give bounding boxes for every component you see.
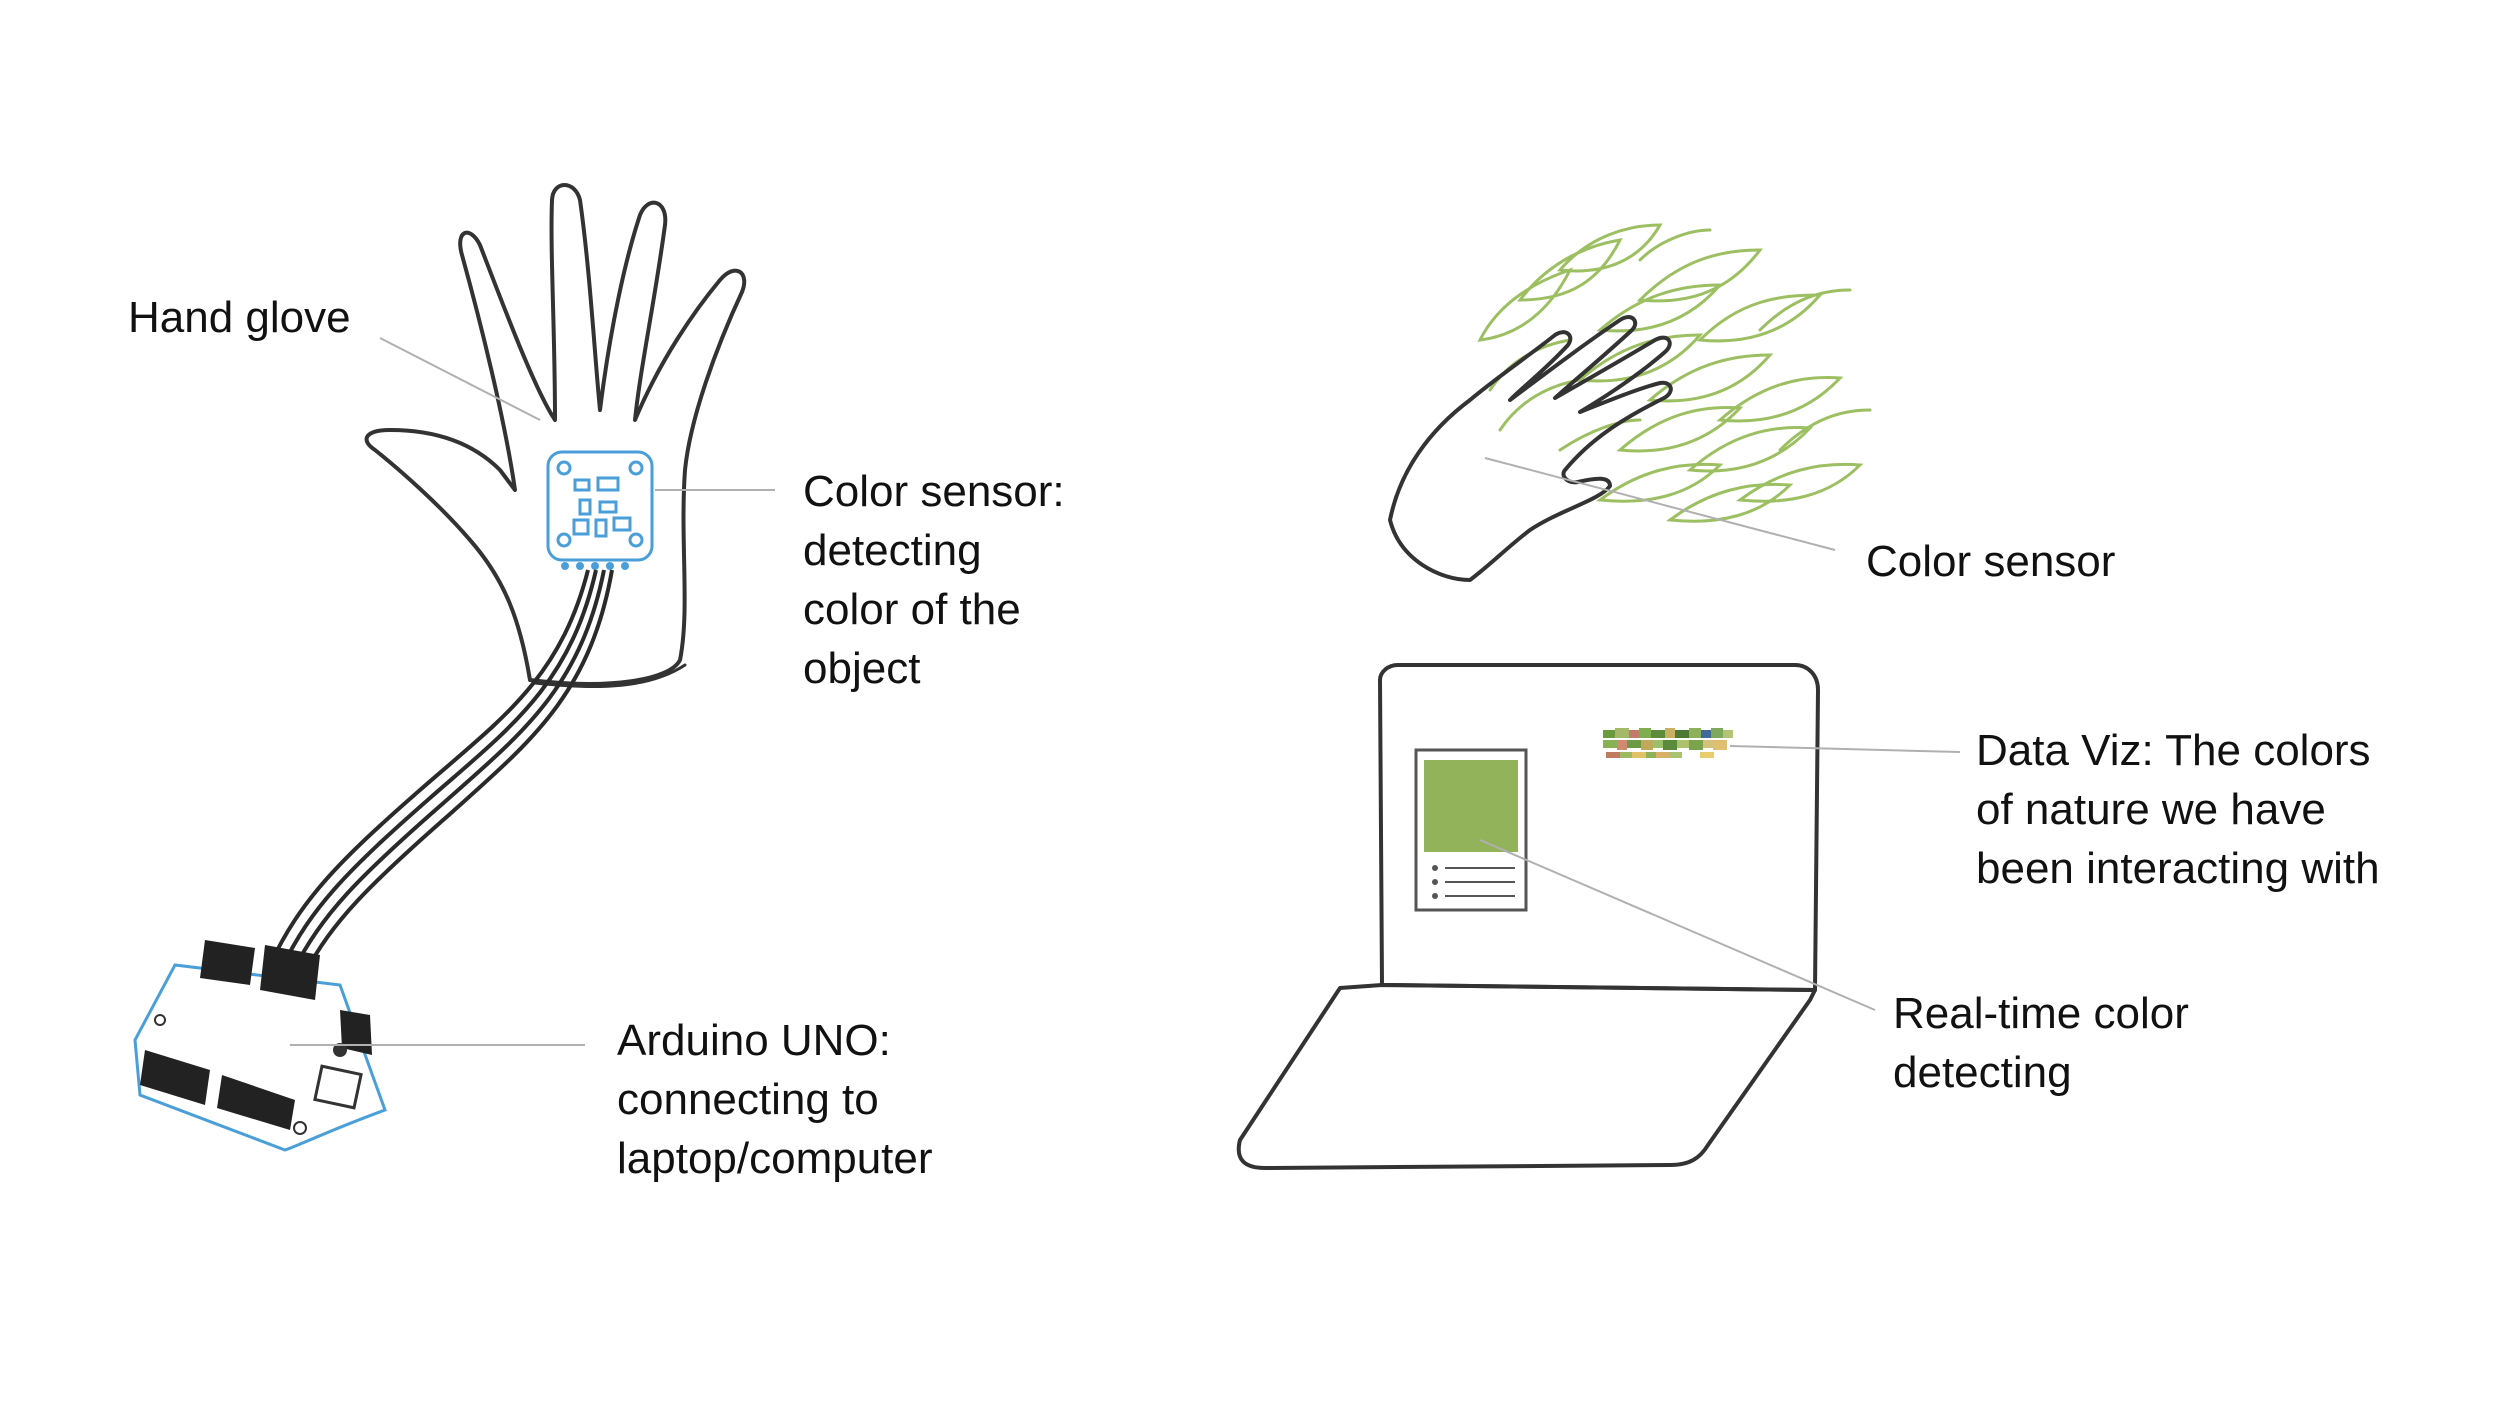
label-hand-glove-text: Hand glove: [128, 293, 351, 342]
label-color-sensor-text: Color sensor: [1866, 537, 2116, 586]
arduino-board-icon: [133, 940, 387, 1152]
label-line: of nature we have: [1976, 785, 2326, 834]
label-line: been interacting with: [1976, 844, 2380, 893]
label-line: color of the: [803, 585, 1021, 634]
data-viz-strip: [1603, 728, 1733, 758]
label-arduino-uno: Arduino UNO: connecting to laptop/comput…: [617, 1011, 933, 1188]
label-hand-glove: Hand glove: [128, 288, 351, 347]
color-sensor-board-icon: [546, 450, 654, 570]
label-line: Data Viz: The colors: [1976, 726, 2371, 775]
label-color-sensor: Color sensor: [1866, 532, 2115, 591]
leader-lines: [290, 337, 1961, 1046]
label-line: Color sensor:: [803, 467, 1065, 516]
color-swatch-icon: [1414, 748, 1528, 912]
wire-bundle: [268, 569, 614, 973]
label-line: detecting: [803, 526, 982, 575]
label-line: object: [803, 644, 921, 693]
label-line: detecting: [1893, 1048, 2072, 1097]
label-realtime-color: Real-time color detecting: [1893, 984, 2189, 1102]
label-line: connecting to: [617, 1075, 879, 1124]
leaves-icon: [1477, 223, 1872, 523]
label-color-sensor-detecting: Color sensor: detecting color of the obj…: [803, 462, 1065, 698]
label-line: Arduino UNO:: [617, 1016, 891, 1065]
hand-icon: [364, 183, 747, 689]
label-data-viz: Data Viz: The colors of nature we have b…: [1976, 721, 2380, 898]
laptop-icon: [1236, 663, 1820, 1170]
label-line: Real-time color: [1893, 989, 2189, 1038]
label-line: laptop/computer: [617, 1134, 933, 1183]
hand-touch-icon: [1388, 315, 1673, 582]
